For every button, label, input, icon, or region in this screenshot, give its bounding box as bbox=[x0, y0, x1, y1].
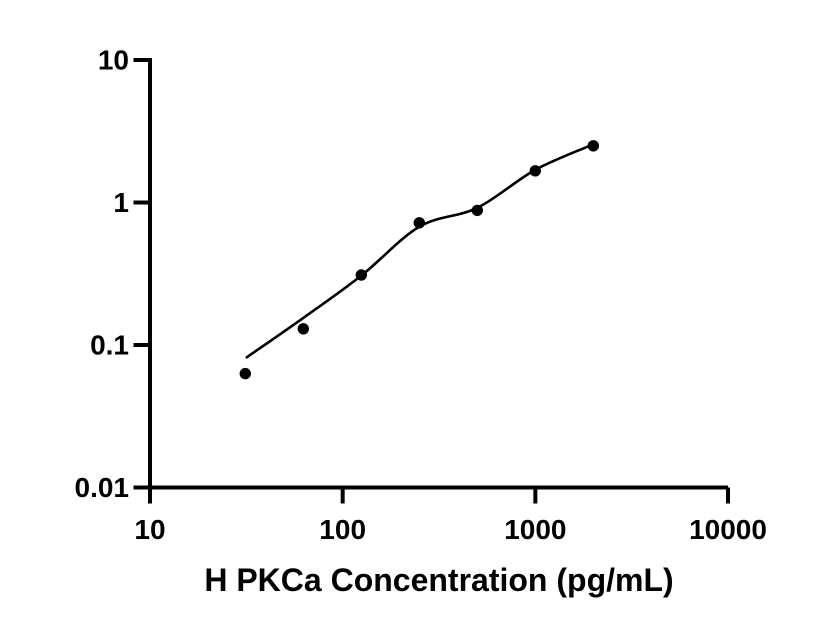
y-tick-label: 1 bbox=[113, 187, 129, 218]
y-tick-label: 0.1 bbox=[90, 330, 129, 361]
x-tick-label: 10000 bbox=[689, 514, 767, 545]
x-axis-title: H PKCa Concentration (pg/mL) bbox=[204, 562, 673, 598]
data-point bbox=[471, 204, 483, 217]
data-point bbox=[413, 217, 425, 229]
data-point bbox=[529, 165, 541, 177]
y-tick-label: 10 bbox=[98, 45, 129, 76]
data-point bbox=[297, 323, 309, 335]
x-tick-label: 100 bbox=[319, 514, 366, 545]
y-tick-label: 0.01 bbox=[75, 472, 130, 503]
data-point bbox=[239, 367, 251, 380]
data-point bbox=[587, 140, 599, 152]
data-point bbox=[355, 269, 367, 281]
x-tick-label: 10 bbox=[134, 514, 165, 545]
x-tick-label: 1000 bbox=[504, 514, 566, 545]
